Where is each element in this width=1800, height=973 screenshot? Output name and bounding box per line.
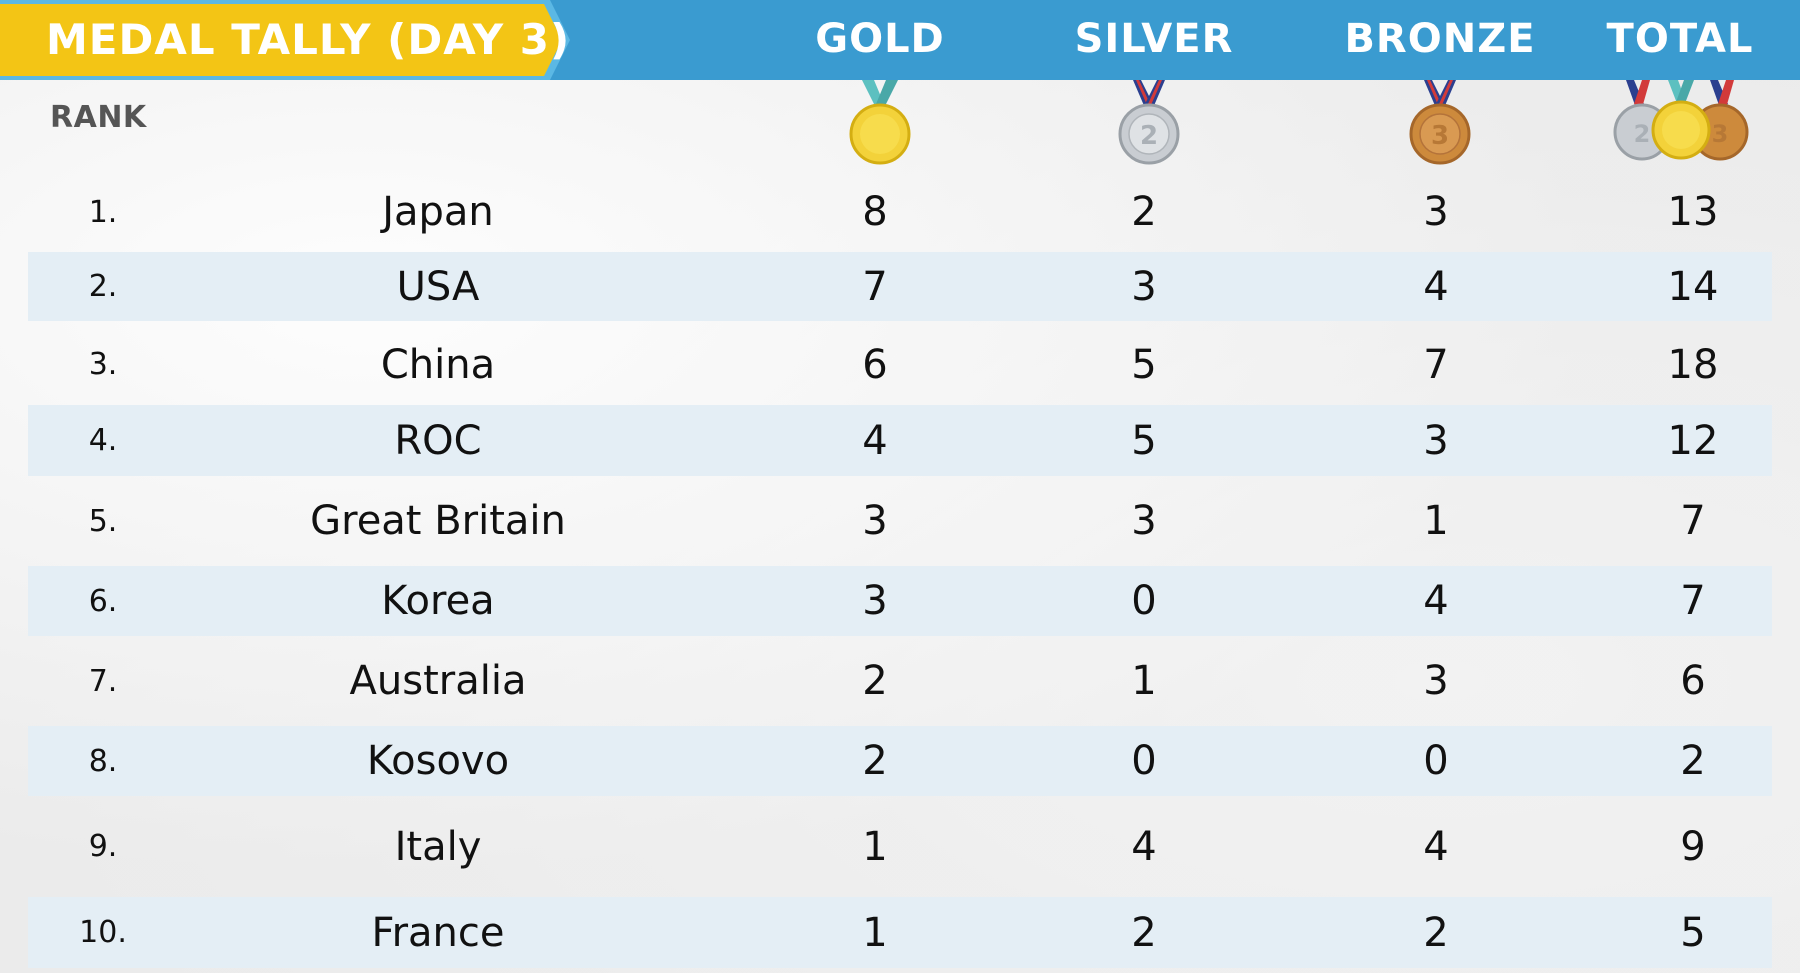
rank-cell: 5. [88,503,118,539]
silver-count-cell: 0 [1131,738,1157,784]
svg-text:2: 2 [1140,121,1158,151]
bronze-count-cell: 4 [1423,578,1449,624]
svg-text:3: 3 [1431,121,1449,151]
bronze-count-cell: 2 [1423,909,1449,956]
country-cell: Japan [382,189,494,235]
column-header-silver: SILVER [1074,16,1234,62]
silver-count-cell: 5 [1131,417,1157,464]
country-cell: China [380,341,496,388]
total-count-cell: 13 [1667,189,1719,235]
svg-text:2: 2 [1634,120,1651,148]
bronze-count-cell: 3 [1423,189,1449,235]
bronze-count-cell: 1 [1423,498,1449,544]
rank-cell: 3. [88,347,118,382]
column-header-bronze: BRONZE [1344,16,1536,62]
title-banner: MEDAL TALLY (DAY 3) [0,0,570,80]
bronze-medal-icon: 3 [1409,80,1471,165]
total-count-cell: 2 [1680,738,1706,784]
table-row: 6. Korea 3 0 4 7 [28,566,1772,636]
table-row: 3. China 6 5 7 18 [28,324,1772,405]
rank-cell: 9. [88,829,118,864]
bronze-count-cell: 0 [1423,738,1449,784]
gold-count-cell: 2 [862,738,888,784]
page-title: MEDAL TALLY (DAY 3) [46,15,571,64]
column-header-total: TOTAL [1606,16,1754,62]
silver-count-cell: 0 [1131,578,1157,624]
rank-cell: 8. [88,743,118,779]
rank-cell: 2. [88,269,118,304]
country-cell: USA [396,263,480,310]
medal-group-icon: 2 3 [1613,80,1749,161]
total-count-cell: 6 [1680,658,1706,704]
silver-count-cell: 4 [1131,823,1157,870]
bronze-count-cell: 3 [1423,417,1449,464]
total-count-cell: 5 [1680,909,1706,956]
table-row: 10. France 1 2 2 5 [28,897,1772,968]
country-cell: Kosovo [366,738,510,784]
table-row: 5. Great Britain 3 3 1 7 [28,476,1772,566]
country-cell: Italy [394,823,482,870]
table-row: 7. Australia 2 1 3 6 [28,636,1772,726]
country-cell: Korea [381,578,495,624]
country-cell: ROC [394,417,482,464]
gold-count-cell: 1 [862,909,888,956]
bronze-count-cell: 4 [1423,823,1449,870]
rank-cell: 6. [88,583,118,619]
table-row: 4. ROC 4 5 3 12 [28,405,1772,476]
table-row: 8. Kosovo 2 0 0 2 [28,726,1772,796]
table-header-bar: MEDAL TALLY (DAY 3) GOLD SILVER BRONZE T… [0,0,1800,80]
silver-count-cell: 2 [1131,189,1157,235]
total-count-cell: 18 [1667,341,1719,388]
country-cell: Australia [349,658,527,704]
silver-count-cell: 2 [1131,909,1157,956]
silver-medal-icon: 2 [1118,80,1180,165]
gold-count-cell: 3 [862,498,888,544]
country-cell: Great Britain [310,498,566,544]
bronze-count-cell: 7 [1423,341,1449,388]
column-header-gold: GOLD [815,16,945,62]
gold-count-cell: 6 [862,341,888,388]
country-cell: France [371,909,505,956]
svg-text:3: 3 [1712,120,1729,148]
rank-cell: 1. [88,194,118,230]
table-row: 1. Japan 8 2 3 13 [28,172,1772,252]
table-row: 9. Italy 1 4 4 9 [28,796,1772,897]
silver-count-cell: 5 [1131,341,1157,388]
gold-count-cell: 2 [862,658,888,704]
total-count-cell: 14 [1667,263,1719,310]
gold-count-cell: 1 [862,823,888,870]
gold-count-cell: 4 [862,417,888,464]
column-header-rank: RANK [50,100,147,135]
bronze-count-cell: 4 [1423,263,1449,310]
total-count-cell: 7 [1680,498,1706,544]
total-count-cell: 9 [1680,823,1706,870]
silver-count-cell: 1 [1131,658,1157,704]
total-count-cell: 7 [1680,578,1706,624]
table-row: 2. USA 7 3 4 14 [28,252,1772,321]
gold-count-cell: 3 [862,578,888,624]
gold-medal-icon [849,80,911,165]
silver-count-cell: 3 [1131,498,1157,544]
gold-count-cell: 7 [862,263,888,310]
total-count-cell: 12 [1667,417,1719,464]
rank-cell: 7. [88,663,118,699]
rank-cell: 4. [88,423,118,458]
rank-cell: 10. [79,915,127,950]
gold-count-cell: 8 [862,189,888,235]
bronze-count-cell: 3 [1423,658,1449,704]
silver-count-cell: 3 [1131,263,1157,310]
